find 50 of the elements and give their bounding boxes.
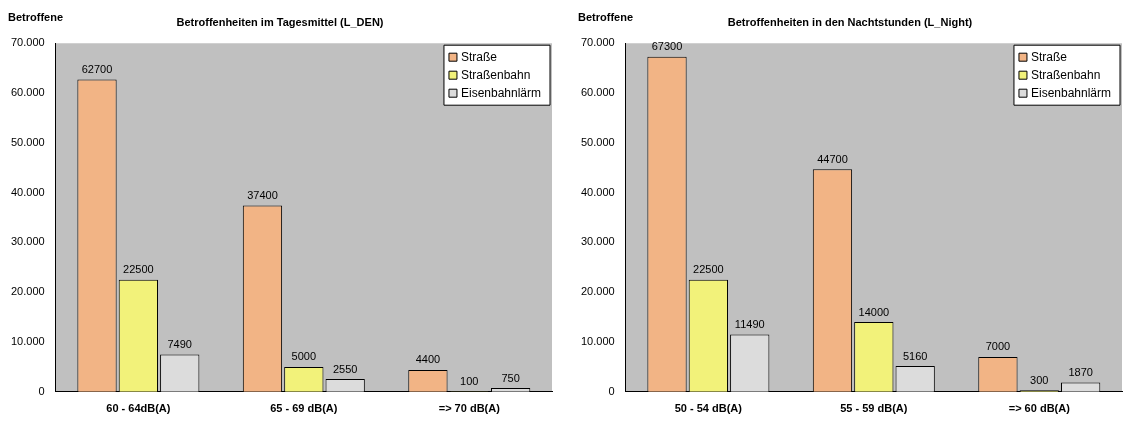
data-label: 7000 bbox=[985, 340, 1011, 353]
data-label: 2550 bbox=[332, 362, 358, 375]
data-label: 44700 bbox=[817, 152, 848, 165]
y-tick-label: 30.000 bbox=[10, 235, 45, 248]
chart-title: Betroffenheiten im Tagesmittel (L_DEN) bbox=[176, 15, 384, 28]
y-tick-label: 0 bbox=[38, 384, 45, 397]
y-axis-title: Betroffene bbox=[578, 10, 634, 23]
y-tick-label: 30.000 bbox=[580, 235, 615, 248]
data-label: 7490 bbox=[167, 338, 192, 351]
data-label: 1870 bbox=[1068, 366, 1093, 379]
data-label: 11490 bbox=[734, 318, 765, 331]
legend-label: Straßenbahn bbox=[460, 67, 531, 82]
data-label: 14000 bbox=[858, 305, 890, 318]
y-tick-label: 50.000 bbox=[580, 135, 615, 148]
data-label: 300 bbox=[1030, 373, 1049, 386]
data-label: 67300 bbox=[651, 40, 683, 53]
y-tick-label: 10.000 bbox=[10, 335, 45, 348]
y-tick-label: 70.000 bbox=[580, 36, 615, 49]
x-tick-label: 60 - 64dB(A) bbox=[106, 402, 171, 415]
data-label: 62700 bbox=[81, 63, 113, 76]
x-tick-label: 55 - 59 dB(A) bbox=[840, 402, 908, 415]
y-tick-label: 60.000 bbox=[10, 86, 45, 99]
x-tick-label: => 70 dB(A) bbox=[438, 402, 501, 415]
data-label: 37400 bbox=[247, 189, 278, 202]
y-tick-label: 0 bbox=[608, 384, 615, 397]
data-label: 22500 bbox=[693, 263, 724, 276]
legend-label: Straße bbox=[1030, 49, 1068, 64]
y-tick-label: 70.000 bbox=[10, 36, 45, 49]
legend-label: Straße bbox=[460, 49, 498, 64]
chart-title: Betroffenheiten in den Nachtstunden (L_Night) bbox=[727, 15, 973, 28]
data-label: 4400 bbox=[415, 353, 441, 366]
x-tick-label: 50 - 54 dB(A) bbox=[674, 402, 743, 415]
data-label: 750 bbox=[501, 371, 520, 384]
y-tick-label: 40.000 bbox=[10, 185, 45, 198]
legend-label: Eisenbahnlärm bbox=[1030, 85, 1111, 100]
y-tick-label: 20.000 bbox=[10, 285, 45, 298]
y-tick-label: 50.000 bbox=[10, 135, 45, 148]
x-tick-label: 65 - 69 dB(A) bbox=[270, 402, 338, 415]
data-label: 5160 bbox=[902, 349, 928, 362]
y-tick-label: 20.000 bbox=[580, 285, 615, 298]
x-tick-label: => 60 dB(A) bbox=[1008, 402, 1071, 415]
legend-label: Eisenbahnlärm bbox=[460, 85, 541, 100]
y-tick-label: 60.000 bbox=[580, 86, 615, 99]
y-tick-label: 10.000 bbox=[580, 335, 615, 348]
y-axis-title: Betroffene bbox=[8, 10, 64, 23]
data-label: 5000 bbox=[291, 350, 317, 363]
data-label: 100 bbox=[460, 374, 479, 387]
data-label: 22500 bbox=[123, 263, 154, 276]
legend-label: Straßenbahn bbox=[1030, 67, 1101, 82]
y-tick-label: 40.000 bbox=[580, 185, 615, 198]
